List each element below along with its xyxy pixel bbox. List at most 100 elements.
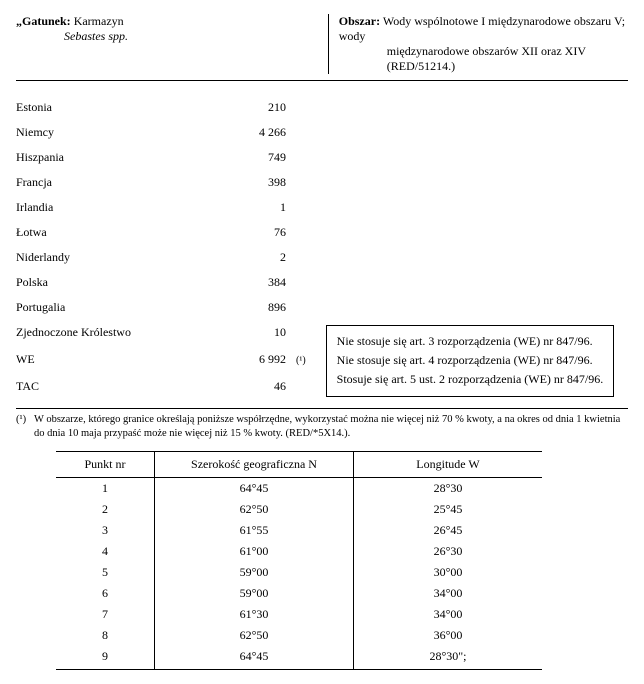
- coord-lon: 26°45: [354, 520, 543, 541]
- regulation-note-line: Nie stosuje się art. 3 rozporządzenia (W…: [337, 332, 604, 351]
- quota-country: Francja: [16, 170, 196, 195]
- coord-row: 559°0030°00: [56, 562, 542, 583]
- coord-lat: 62°50: [155, 499, 354, 520]
- quota-value: 4 266: [196, 120, 294, 145]
- coordinate-table: Punkt nr Szerokość geograficzna N Longit…: [56, 451, 542, 670]
- quota-row: Hiszpania749: [16, 145, 614, 170]
- quota-ref: [294, 320, 306, 347]
- coord-punkt: 3: [56, 520, 155, 541]
- quota-row: Portugalia896: [16, 295, 614, 320]
- quota-value: 76: [196, 220, 294, 245]
- quota-ref: [294, 195, 306, 220]
- quota-country: Niderlandy: [16, 245, 196, 270]
- quota-country: Hiszpania: [16, 145, 196, 170]
- quota-ref: [294, 270, 306, 295]
- coord-row: 262°5025°45: [56, 499, 542, 520]
- coord-lat: 64°45: [155, 477, 354, 499]
- quota-row: Estonia210: [16, 95, 614, 120]
- quota-row: Polska384: [16, 270, 614, 295]
- quota-value: 46: [196, 374, 294, 401]
- species-common: Karmazyn: [74, 14, 124, 28]
- quota-value: 749: [196, 145, 294, 170]
- coord-header-punkt: Punkt nr: [56, 451, 155, 477]
- footnote-ref: (¹): [16, 413, 34, 427]
- quota-country: Łotwa: [16, 220, 196, 245]
- quota-country: Estonia: [16, 95, 196, 120]
- obszar-label: Obszar:: [339, 14, 380, 28]
- coord-lat: 61°00: [155, 541, 354, 562]
- quota-ref: [294, 295, 306, 320]
- quota-value: 2: [196, 245, 294, 270]
- coord-punkt: 5: [56, 562, 155, 583]
- coord-row: 361°5526°45: [56, 520, 542, 541]
- quota-country: Irlandia: [16, 195, 196, 220]
- coord-punkt: 7: [56, 604, 155, 625]
- coord-header-lat: Szerokość geograficzna N: [155, 451, 354, 477]
- coord-lat: 61°30: [155, 604, 354, 625]
- coord-lon: 30°00: [354, 562, 543, 583]
- footnote-text: W obszarze, którego granice określają po…: [34, 413, 628, 441]
- footnote: (¹) W obszarze, którego granice określaj…: [16, 408, 628, 441]
- gatunek-label: „Gatunek:: [16, 14, 71, 28]
- area-line-2: międzynarodowe obszarów XII oraz XIV: [387, 44, 628, 59]
- quota-value: 398: [196, 170, 294, 195]
- quota-ref: [294, 170, 306, 195]
- coord-row: 964°4528°30";: [56, 646, 542, 670]
- coord-lon: 34°00: [354, 583, 543, 604]
- quota-row: Francja398: [16, 170, 614, 195]
- coord-punkt: 1: [56, 477, 155, 499]
- header-species: „Gatunek: Karmazyn Sebastes spp.: [16, 14, 328, 74]
- quota-row: Niderlandy2: [16, 245, 614, 270]
- quota-ref: [294, 220, 306, 245]
- coord-punkt: 2: [56, 499, 155, 520]
- coord-lat: 59°00: [155, 583, 354, 604]
- coord-header-lon: Longitude W: [354, 451, 543, 477]
- coord-row: 862°5036°00: [56, 625, 542, 646]
- quota-country: Polska: [16, 270, 196, 295]
- header-area: Obszar: Wody wspólnotowe I międzynarodow…: [328, 14, 628, 74]
- coord-lon: 36°00: [354, 625, 543, 646]
- quota-ref: [294, 145, 306, 170]
- quota-ref: (¹): [294, 347, 306, 374]
- quota-ref: [294, 120, 306, 145]
- coord-lon: 26°30: [354, 541, 543, 562]
- coord-lat: 64°45: [155, 646, 354, 670]
- coord-punkt: 4: [56, 541, 155, 562]
- coord-row: 461°0026°30: [56, 541, 542, 562]
- coord-row: 761°3034°00: [56, 604, 542, 625]
- coord-lon: 28°30";: [354, 646, 543, 670]
- quota-value: 896: [196, 295, 294, 320]
- coord-punkt: 9: [56, 646, 155, 670]
- coord-punkt: 6: [56, 583, 155, 604]
- coord-row: 659°0034°00: [56, 583, 542, 604]
- coord-lon: 25°45: [354, 499, 543, 520]
- quota-country: Portugalia: [16, 295, 196, 320]
- quota-value: 210: [196, 95, 294, 120]
- coord-lon: 28°30: [354, 477, 543, 499]
- quota-value: 384: [196, 270, 294, 295]
- coord-lat: 59°00: [155, 562, 354, 583]
- quota-country: TAC: [16, 374, 196, 401]
- quota-ref: [294, 95, 306, 120]
- quota-country: WE: [16, 347, 196, 374]
- quota-table: Estonia210Niemcy4 266Hiszpania749Francja…: [16, 95, 614, 402]
- quota-value: 6 992: [196, 347, 294, 374]
- quota-value: 1: [196, 195, 294, 220]
- species-latin: Sebastes spp.: [16, 29, 320, 44]
- coord-row: 164°4528°30: [56, 477, 542, 499]
- regulation-note-line: Nie stosuje się art. 4 rozporządzenia (W…: [337, 351, 604, 370]
- quota-row: Łotwa76: [16, 220, 614, 245]
- coord-lat: 61°55: [155, 520, 354, 541]
- area-line-1: Wody wspólnotowe I międzynarodowe obszar…: [339, 14, 625, 43]
- quota-row: Zjednoczone Królestwo10Nie stosuje się a…: [16, 320, 614, 347]
- quota-row: Irlandia1: [16, 195, 614, 220]
- quota-value: 10: [196, 320, 294, 347]
- header-box: „Gatunek: Karmazyn Sebastes spp. Obszar:…: [16, 14, 628, 81]
- area-code: (RED/51214.): [387, 59, 628, 74]
- quota-row: Niemcy4 266: [16, 120, 614, 145]
- regulation-note-line: Stosuje się art. 5 ust. 2 rozporządzenia…: [337, 370, 604, 389]
- coord-lon: 34°00: [354, 604, 543, 625]
- coord-lat: 62°50: [155, 625, 354, 646]
- quota-country: Niemcy: [16, 120, 196, 145]
- regulation-notes: Nie stosuje się art. 3 rozporządzenia (W…: [326, 325, 615, 397]
